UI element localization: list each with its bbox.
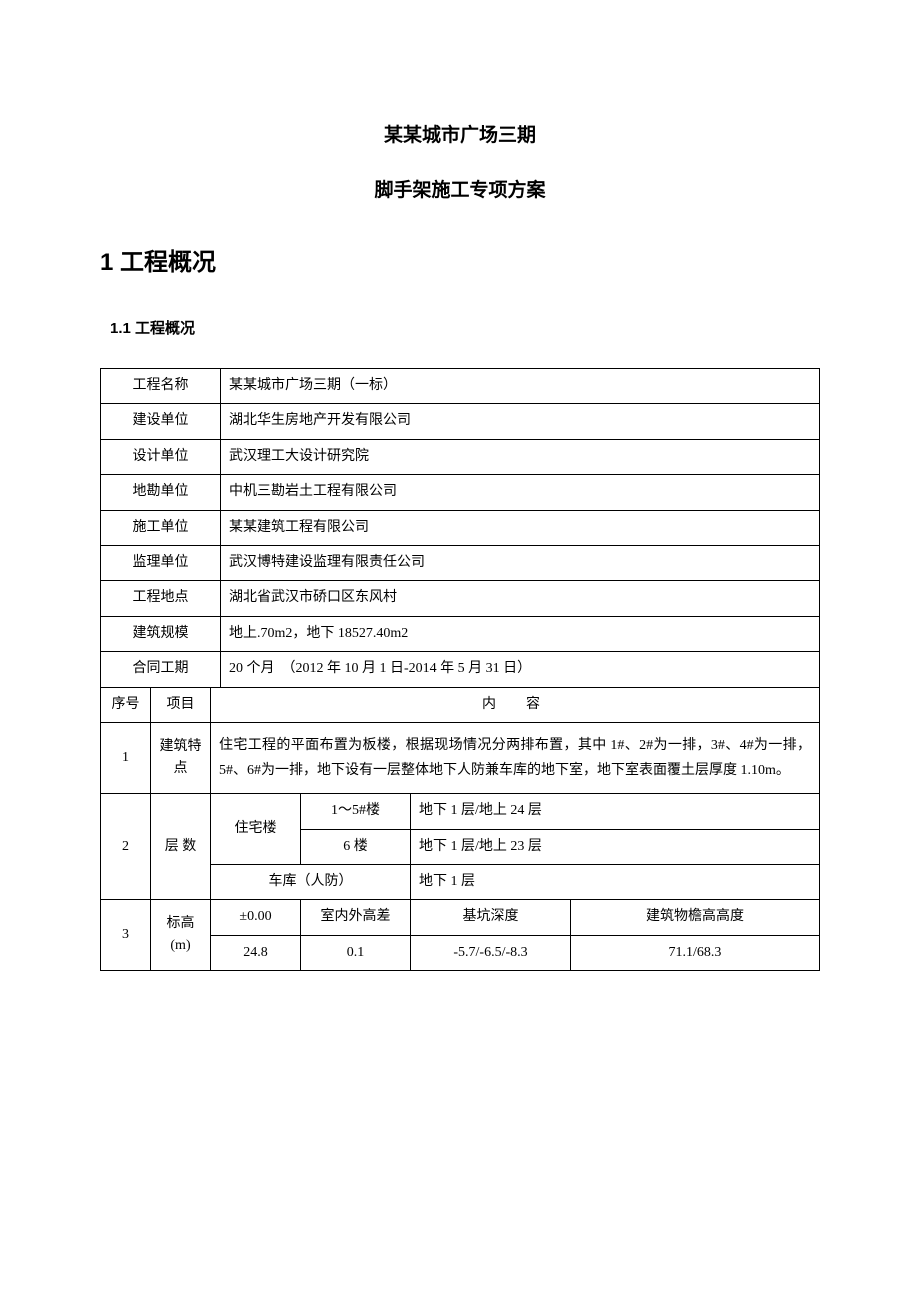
info-value: 湖北省武汉市硚口区东风村 <box>221 581 820 616</box>
info-value: 地上.70m2，地下 18527.40m2 <box>221 616 820 651</box>
row-content: 住宅工程的平面布置为板楼，根据现场情况分两排布置，其中 1#、2#为一排，3#、… <box>211 722 820 793</box>
table-row: 建筑规模 地上.70m2，地下 18527.40m2 <box>101 616 820 651</box>
info-label: 建筑规模 <box>101 616 221 651</box>
elev-value: 24.8 <box>211 935 301 970</box>
row-item: 标高(m) <box>151 900 211 971</box>
group-label: 住宅楼 <box>211 794 301 865</box>
parking-label: 车库（人防） <box>211 865 411 900</box>
table-row: 合同工期 20 个月 （2012 年 10 月 1 日-2014 年 5 月 3… <box>101 652 820 687</box>
table-row: 地勘单位 中机三勘岩土工程有限公司 <box>101 475 820 510</box>
table-row: 工程地点 湖北省武汉市硚口区东风村 <box>101 581 820 616</box>
info-label: 工程地点 <box>101 581 221 616</box>
sub-label: 1～5#楼 <box>301 794 411 829</box>
sub-value: 地下 1 层/地上 23 层 <box>411 829 820 864</box>
elev-header: 室内外高差 <box>301 900 411 935</box>
table-row: 监理单位 武汉博特建设监理有限责任公司 <box>101 545 820 580</box>
table-row: 设计单位 武汉理工大设计研究院 <box>101 439 820 474</box>
row-item: 层 数 <box>151 794 211 900</box>
title-main: 某某城市广场三期 <box>100 120 820 147</box>
elev-header: 建筑物檐高高度 <box>571 900 820 935</box>
title-sub: 脚手架施工专项方案 <box>100 175 820 202</box>
info-table: 工程名称 某某城市广场三期（一标） 建设单位 湖北华生房地产开发有限公司 设计单… <box>100 368 820 688</box>
header-seq: 序号 <box>101 687 151 722</box>
info-value: 武汉理工大设计研究院 <box>221 439 820 474</box>
row-seq: 2 <box>101 794 151 900</box>
heading-level-2: 1.1 工程概况 <box>110 317 820 338</box>
info-label: 建设单位 <box>101 404 221 439</box>
info-label: 地勘单位 <box>101 475 221 510</box>
info-label: 施工单位 <box>101 510 221 545</box>
info-value: 中机三勘岩土工程有限公司 <box>221 475 820 510</box>
info-value: 20 个月 （2012 年 10 月 1 日-2014 年 5 月 31 日） <box>221 652 820 687</box>
table-header-row: 序号 项目 内容 <box>101 687 820 722</box>
info-value: 某某城市广场三期（一标） <box>221 369 820 404</box>
sub-label: 6 楼 <box>301 829 411 864</box>
table-row: 3 标高(m) ±0.00 室内外高差 基坑深度 建筑物檐高高度 <box>101 900 820 935</box>
info-label: 监理单位 <box>101 545 221 580</box>
info-label: 工程名称 <box>101 369 221 404</box>
info-value: 湖北华生房地产开发有限公司 <box>221 404 820 439</box>
heading-level-1: 1 工程概况 <box>100 242 820 277</box>
detail-table: 序号 项目 内容 1 建筑特点 住宅工程的平面布置为板楼，根据现场情况分两排布置… <box>100 687 820 972</box>
elev-value: 71.1/68.3 <box>571 935 820 970</box>
elev-header: 基坑深度 <box>411 900 571 935</box>
elev-value: -5.7/-6.5/-8.3 <box>411 935 571 970</box>
table-row: 1 建筑特点 住宅工程的平面布置为板楼，根据现场情况分两排布置，其中 1#、2#… <box>101 722 820 793</box>
row-seq: 3 <box>101 900 151 971</box>
table-row: 工程名称 某某城市广场三期（一标） <box>101 369 820 404</box>
table-row: 2 层 数 住宅楼 1～5#楼 地下 1 层/地上 24 层 <box>101 794 820 829</box>
info-label: 设计单位 <box>101 439 221 474</box>
table-row: 施工单位 某某建筑工程有限公司 <box>101 510 820 545</box>
info-value: 某某建筑工程有限公司 <box>221 510 820 545</box>
info-label: 合同工期 <box>101 652 221 687</box>
sub-value: 地下 1 层/地上 24 层 <box>411 794 820 829</box>
row-item: 建筑特点 <box>151 722 211 793</box>
row-seq: 1 <box>101 722 151 793</box>
elev-value: 0.1 <box>301 935 411 970</box>
header-item: 项目 <box>151 687 211 722</box>
info-value: 武汉博特建设监理有限责任公司 <box>221 545 820 580</box>
table-row: 建设单位 湖北华生房地产开发有限公司 <box>101 404 820 439</box>
parking-value: 地下 1 层 <box>411 865 820 900</box>
elev-header: ±0.00 <box>211 900 301 935</box>
header-content: 内容 <box>211 687 820 722</box>
